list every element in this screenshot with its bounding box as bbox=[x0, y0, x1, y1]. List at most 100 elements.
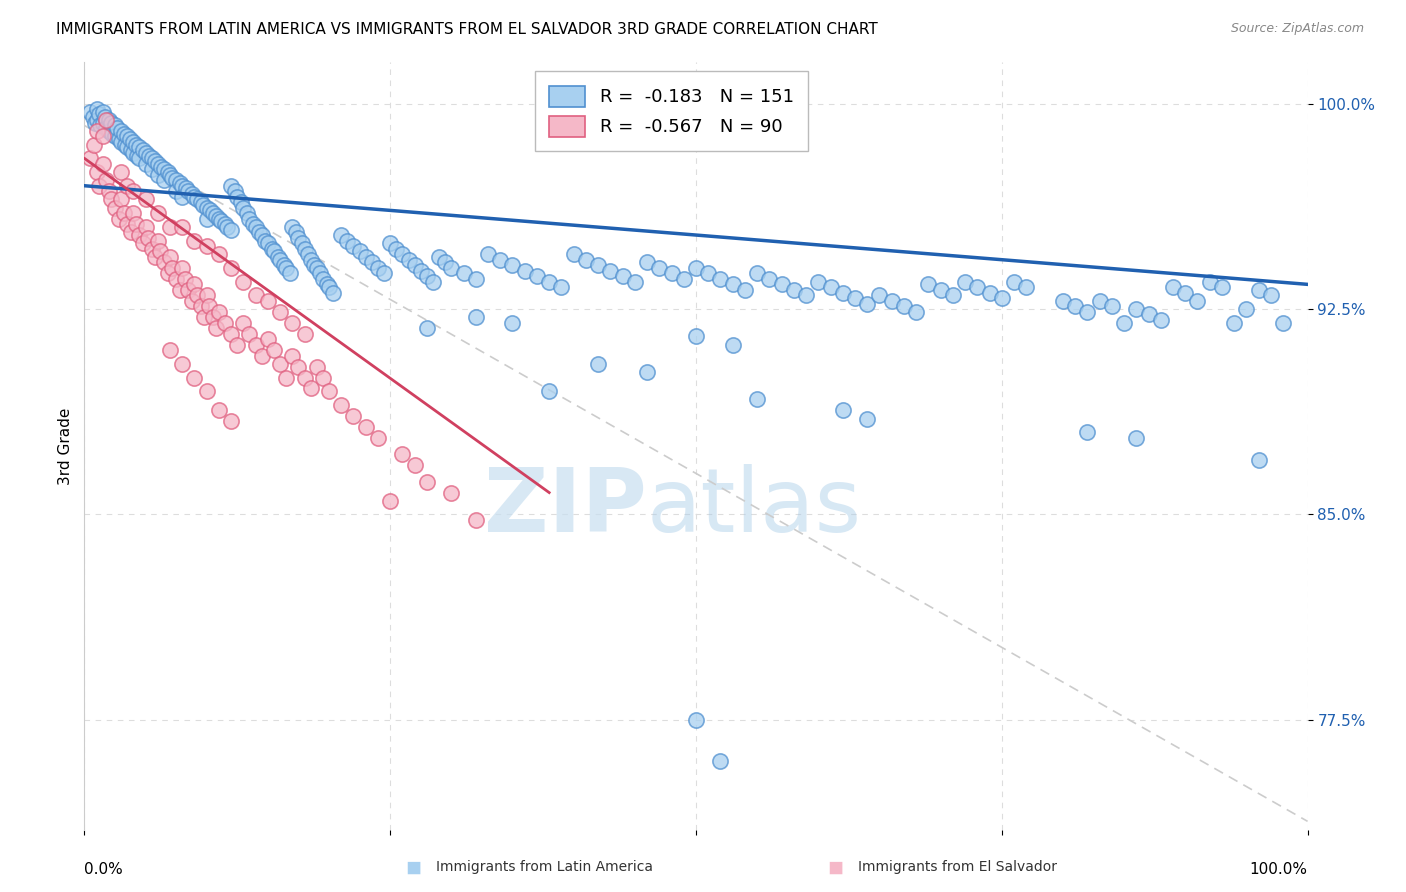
Point bbox=[416, 269, 439, 284]
Point bbox=[464, 310, 486, 325]
Point bbox=[1236, 301, 1258, 316]
Point bbox=[538, 275, 561, 289]
Point bbox=[209, 214, 232, 228]
Point bbox=[464, 513, 486, 527]
Point bbox=[97, 184, 120, 198]
Point bbox=[1002, 275, 1025, 289]
Point bbox=[86, 102, 108, 116]
Point bbox=[193, 310, 215, 325]
Point bbox=[661, 266, 683, 280]
Point bbox=[141, 242, 163, 256]
Point bbox=[586, 258, 609, 272]
Point bbox=[201, 310, 224, 325]
Point bbox=[214, 316, 236, 330]
Point bbox=[104, 201, 127, 215]
Point bbox=[354, 419, 377, 434]
Point bbox=[86, 165, 108, 179]
Point bbox=[636, 255, 658, 269]
Point bbox=[195, 239, 218, 253]
Point bbox=[672, 272, 695, 286]
Point bbox=[159, 219, 181, 234]
Point bbox=[135, 193, 157, 207]
Point bbox=[125, 217, 148, 231]
Point bbox=[464, 272, 486, 286]
Point bbox=[260, 242, 283, 256]
Point bbox=[404, 458, 426, 472]
Point bbox=[146, 168, 169, 182]
Point bbox=[190, 195, 212, 210]
Point bbox=[195, 211, 218, 226]
Point bbox=[91, 104, 114, 119]
Point bbox=[177, 184, 200, 198]
Point bbox=[86, 124, 108, 138]
Point bbox=[266, 250, 288, 264]
Point bbox=[575, 252, 598, 267]
Point bbox=[318, 384, 340, 399]
Point bbox=[263, 343, 285, 357]
Point bbox=[101, 127, 124, 141]
Point bbox=[100, 193, 122, 207]
Point bbox=[84, 116, 107, 130]
Point bbox=[104, 129, 127, 144]
Point bbox=[120, 143, 142, 157]
Point bbox=[122, 135, 145, 149]
Point bbox=[502, 258, 524, 272]
Point bbox=[1187, 293, 1209, 308]
Point bbox=[869, 288, 891, 302]
Point bbox=[89, 119, 111, 133]
Point bbox=[165, 272, 187, 286]
Point bbox=[141, 151, 163, 165]
Point bbox=[165, 173, 187, 187]
Point bbox=[132, 236, 155, 251]
Point bbox=[929, 283, 952, 297]
Point bbox=[245, 288, 267, 302]
Point bbox=[281, 349, 304, 363]
Point bbox=[979, 285, 1001, 300]
Point bbox=[183, 370, 205, 384]
Point bbox=[294, 242, 316, 256]
Point bbox=[330, 227, 353, 242]
Point bbox=[208, 211, 231, 226]
Point bbox=[1114, 316, 1136, 330]
Point bbox=[125, 148, 148, 162]
Point bbox=[201, 206, 224, 220]
Point bbox=[245, 337, 267, 351]
Point bbox=[156, 266, 179, 280]
Point bbox=[312, 272, 335, 286]
Point bbox=[91, 129, 114, 144]
Point bbox=[100, 116, 122, 130]
Point bbox=[205, 321, 228, 335]
Point bbox=[115, 217, 138, 231]
Point bbox=[685, 260, 707, 275]
Point bbox=[1260, 288, 1282, 302]
Point bbox=[169, 283, 191, 297]
Point bbox=[162, 170, 184, 185]
Point bbox=[1101, 299, 1123, 313]
Point bbox=[115, 140, 138, 154]
Point bbox=[285, 225, 308, 239]
Point bbox=[177, 283, 200, 297]
Point bbox=[232, 316, 254, 330]
Point bbox=[96, 173, 118, 187]
Point bbox=[172, 219, 194, 234]
Point bbox=[391, 247, 413, 261]
Point bbox=[156, 165, 179, 179]
Point bbox=[173, 272, 195, 286]
Point bbox=[97, 124, 120, 138]
Point bbox=[342, 409, 364, 423]
Point bbox=[648, 260, 671, 275]
Point bbox=[257, 332, 280, 346]
Point bbox=[135, 157, 157, 171]
Point bbox=[79, 104, 101, 119]
Point bbox=[208, 403, 231, 417]
Point bbox=[254, 234, 277, 248]
Point bbox=[257, 293, 280, 308]
Point bbox=[1247, 283, 1270, 297]
Text: 0.0%: 0.0% bbox=[84, 863, 124, 878]
Point bbox=[110, 135, 132, 149]
Point bbox=[1247, 452, 1270, 467]
Point bbox=[122, 145, 145, 160]
Point bbox=[1064, 299, 1087, 313]
Point bbox=[238, 326, 260, 341]
Point bbox=[721, 337, 744, 351]
